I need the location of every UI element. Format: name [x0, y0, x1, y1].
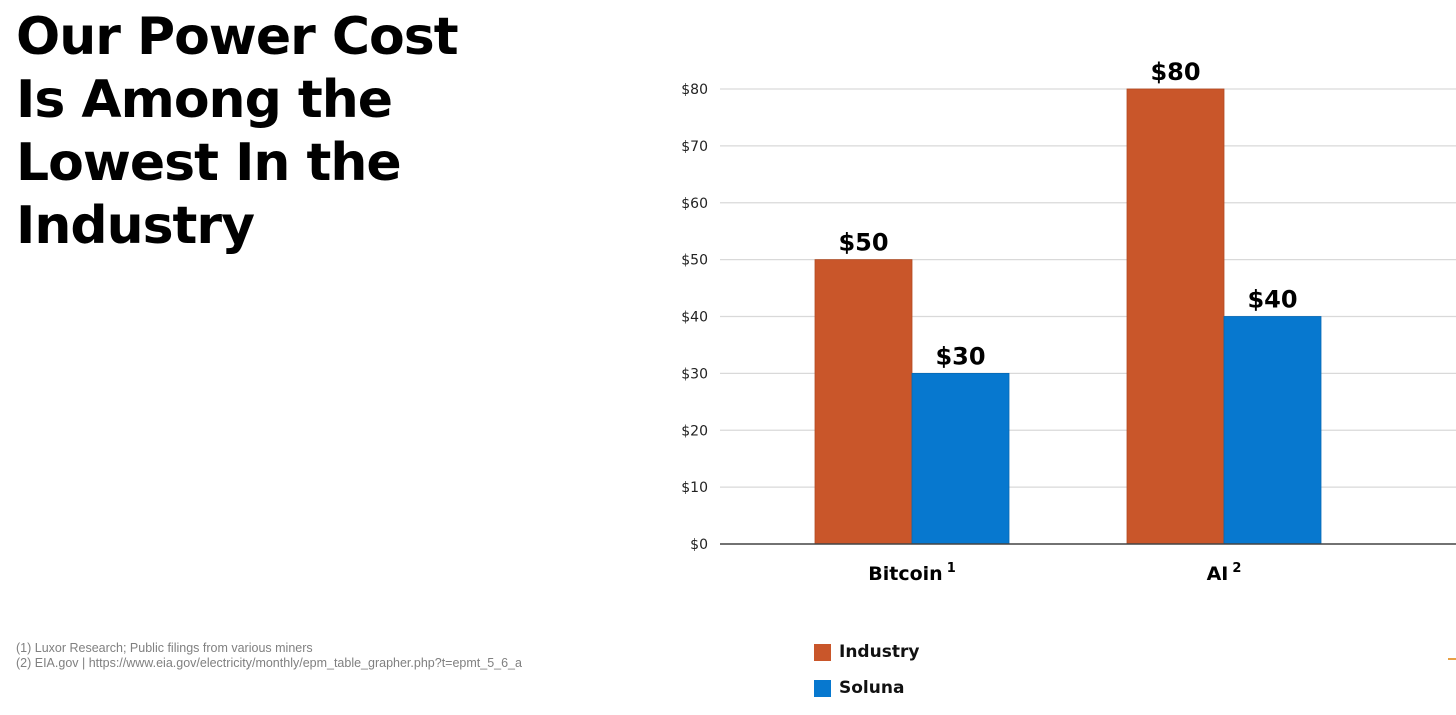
legend-item-soluna: Soluna [814, 676, 919, 700]
title-line: Our Power Cost [16, 7, 459, 67]
legend-label-industry: Industry [839, 642, 920, 662]
x-tick-label-superscript: 2 [1232, 561, 1241, 576]
bar-industry [814, 259, 913, 545]
y-tick-label: $20 [681, 423, 708, 439]
data-label-industry: $80 [1150, 58, 1200, 86]
footnotes: (1) Luxor Research; Public filings from … [16, 641, 522, 671]
data-label-industry: $50 [838, 229, 888, 257]
y-tick-label: $70 [681, 139, 708, 155]
legend-swatch-industry [814, 643, 831, 661]
x-tick-label-superscript: 1 [947, 561, 956, 576]
title-line: Lowest In the [16, 133, 402, 193]
y-tick-label: $60 [681, 196, 708, 212]
bar-soluna [1223, 316, 1322, 545]
data-label-soluna: $40 [1247, 286, 1297, 314]
x-tick-label: Bitcoin 1 [868, 561, 955, 585]
y-tick-label: $0 [690, 537, 708, 553]
bar-industry [1126, 88, 1225, 545]
title-line: Is Among the [16, 70, 393, 130]
x-tick-label: AI 2 [1207, 561, 1242, 585]
y-tick-label: $10 [681, 480, 708, 496]
chart-legend: Industry Soluna [814, 640, 919, 712]
x-tick-label-text: AI [1207, 563, 1229, 585]
bar-soluna [911, 372, 1010, 545]
y-tick-label: $80 [681, 82, 708, 98]
x-tick-label-text: Bitcoin [868, 563, 942, 585]
title-line: Industry [16, 196, 255, 256]
data-label-soluna: $30 [935, 342, 985, 370]
legend-item-industry: Industry [814, 640, 919, 664]
y-tick-label: $40 [681, 310, 708, 326]
slide-title: Our Power Cost Is Among the Lowest In th… [16, 6, 576, 258]
footnote-1: (1) Luxor Research; Public filings from … [16, 641, 313, 655]
y-tick-label: $30 [681, 366, 708, 382]
decorative-edge-mark [1448, 658, 1456, 660]
legend-label-soluna: Soluna [839, 678, 905, 698]
footnote-2: (2) EIA.gov | https://www.eia.gov/electr… [16, 656, 522, 670]
legend-swatch-soluna [814, 679, 831, 697]
y-tick-label: $50 [681, 253, 708, 269]
